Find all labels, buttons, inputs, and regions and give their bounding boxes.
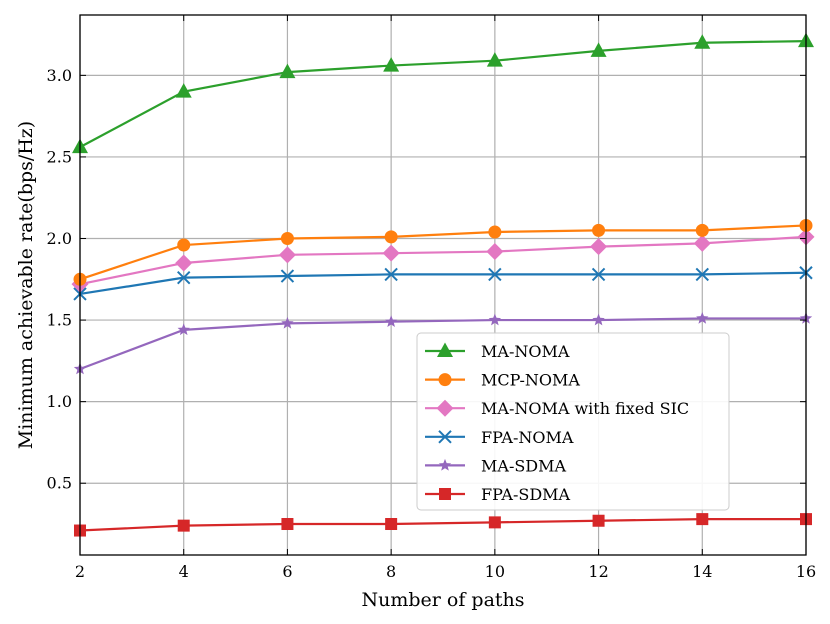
data-point [488, 516, 501, 529]
legend-marker [438, 373, 452, 387]
y-axis-label: Minimum achievable rate(bps/Hz) [15, 121, 37, 449]
series-line [79, 40, 807, 149]
legend-label: MA-NOMA with fixed SIC [481, 399, 689, 418]
legend-label: FPA-SDMA [481, 485, 571, 504]
data-point [590, 42, 607, 57]
data-point [486, 52, 503, 67]
legend-item: MA-NOMA with fixed SIC [425, 399, 689, 418]
tick-labels: 2 4 6 8 10 12 14 16 0.5 1.0 1.5 2.0 2.5 3.0 [47, 66, 817, 581]
data-point [488, 267, 502, 282]
series-mcp-noma [73, 218, 813, 286]
y-tick-label: 3.0 [47, 66, 72, 85]
legend-marker [437, 342, 453, 357]
data-point [177, 270, 191, 285]
data-point [175, 83, 192, 98]
data-point [382, 244, 400, 262]
legend-item: FPA-NOMA [425, 428, 574, 447]
series-line [79, 224, 807, 281]
series-line [79, 518, 806, 532]
data-point [279, 63, 296, 79]
data-point [177, 323, 190, 336]
data-point [592, 313, 605, 326]
legend-label: MCP-NOMA [481, 371, 580, 390]
x-tick-label: 2 [75, 562, 85, 581]
data-point [281, 316, 294, 329]
legend-marker [438, 458, 452, 471]
legend-item: MA-SDMA [425, 456, 567, 475]
data-point [177, 519, 190, 532]
data-point [696, 311, 709, 324]
data-point [488, 225, 502, 239]
data-point [591, 267, 606, 282]
data-point [590, 238, 608, 256]
data-point [693, 234, 711, 252]
series-line [79, 317, 806, 371]
data-point [694, 34, 711, 49]
legend-label: MA-SDMA [481, 456, 567, 475]
series-ma-noma [72, 32, 814, 154]
x-axis-label: Number of paths [361, 589, 524, 611]
data-point [280, 269, 295, 283]
series-line [79, 271, 807, 296]
x-tick-label: 16 [796, 562, 816, 581]
data-point [384, 230, 398, 244]
data-point [278, 246, 296, 264]
legend-marker [436, 399, 454, 417]
data-point [695, 267, 709, 282]
legend-box [416, 332, 730, 511]
data-point [383, 57, 400, 72]
series-fpa-noma [73, 266, 813, 301]
data-point [177, 238, 191, 252]
legend-item: MA-NOMA [425, 342, 570, 361]
y-tick-label: 2.5 [47, 147, 72, 166]
x-tick-label: 12 [588, 562, 608, 581]
data-point [175, 254, 193, 272]
legend: MA-NOMA MCP-NOMA MA-NOMA with fixed SIC FPA… [416, 332, 730, 511]
data-point [280, 232, 294, 246]
ticks [79, 15, 807, 555]
y-tick-label: 1.5 [47, 311, 72, 330]
plot-frame [79, 14, 807, 556]
data-point [384, 267, 398, 282]
legend-label: MA-NOMA [481, 342, 570, 361]
legend-item: FPA-SDMA [425, 485, 571, 504]
data-point [385, 518, 398, 531]
series-fpa-sdma [74, 513, 812, 537]
data-point [592, 514, 605, 527]
y-tick-label: 0.5 [47, 474, 72, 493]
legend-marker [438, 430, 452, 444]
data-point [281, 518, 294, 531]
y-tick-label: 2.0 [47, 229, 72, 248]
x-tick-label: 14 [692, 562, 712, 581]
x-tick-label: 6 [282, 562, 292, 581]
legend-marker [439, 488, 451, 500]
x-tick-label: 8 [386, 562, 396, 581]
data-point [695, 223, 709, 237]
grid [79, 15, 807, 555]
legend-item: MCP-NOMA [425, 371, 580, 390]
y-tick-label: 1.0 [47, 392, 72, 411]
data-point [592, 223, 606, 237]
data-point [696, 513, 709, 526]
series-line [79, 235, 807, 286]
x-tick-label: 10 [485, 562, 505, 581]
x-tick-label: 4 [179, 562, 189, 581]
series-layer [71, 32, 815, 537]
data-point [488, 313, 502, 326]
legend-label: FPA-NOMA [481, 428, 574, 447]
data-point [486, 243, 504, 261]
data-point [384, 315, 398, 327]
